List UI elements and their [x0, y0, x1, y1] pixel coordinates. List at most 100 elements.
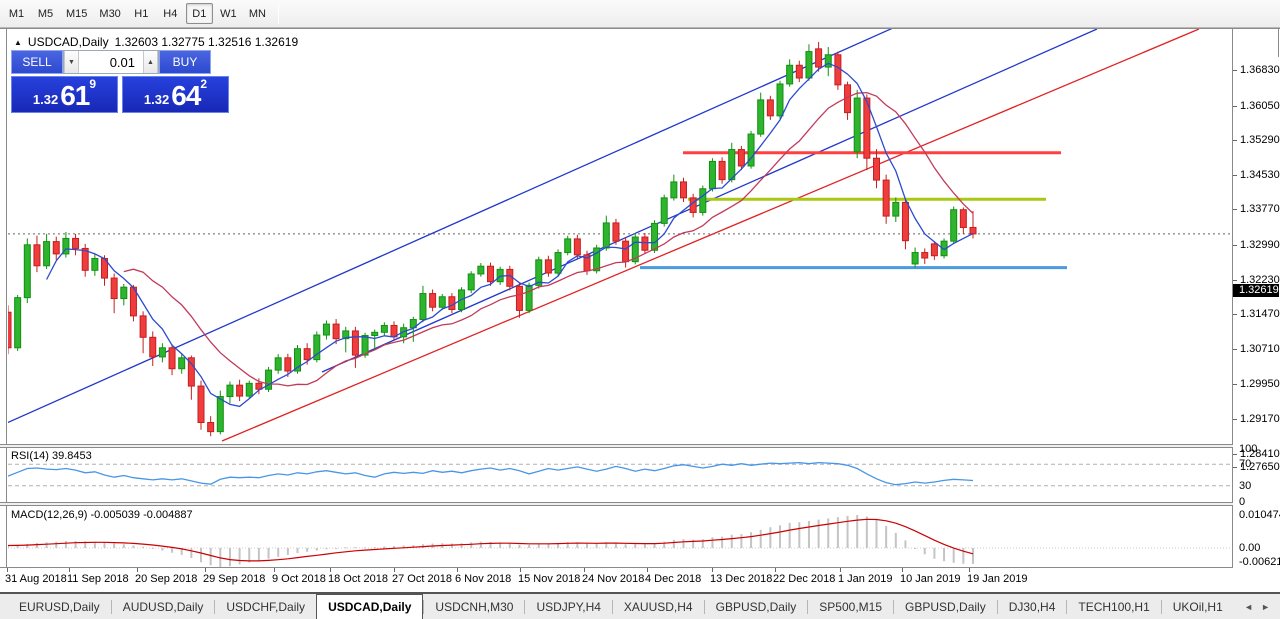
date-axis-label: 29 Sep 2018 [203, 573, 266, 585]
tab-sp500-m15[interactable]: SP500,M15 [819, 599, 883, 614]
date-axis-tick [775, 568, 776, 572]
price-axis-label: 1.29170 [1240, 413, 1280, 426]
macd-label: MACD(12,26,9) -0.005039 -0.004887 [11, 509, 193, 521]
window-top-border [0, 28, 1280, 29]
tab-usdjpy-h4[interactable]: USDJPY,H4 [536, 599, 601, 614]
chart-rsi-splitter[interactable] [0, 444, 1280, 448]
price-axis-tick [1233, 314, 1237, 316]
tab-separator [423, 599, 425, 614]
timeframe-button-h1[interactable]: H1 [134, 7, 149, 20]
symbol-marker-icon[interactable]: ▲ [14, 37, 22, 47]
sell-quote-box[interactable]: 1.32 61 9 [11, 76, 118, 113]
toolbar-separator [277, 3, 279, 24]
date-axis-label: 31 Aug 2018 [5, 573, 67, 585]
buy-quote-box[interactable]: 1.32 64 2 [122, 76, 229, 113]
price-axis-label: 1.32230 [1240, 273, 1280, 286]
tab-audusd-daily[interactable]: AUDUSD,Daily [122, 599, 204, 614]
tab-separator [996, 599, 998, 614]
date-axis-tick [274, 568, 275, 572]
rsi-scale-label: 0 [1239, 496, 1246, 508]
price-axis-tick [1233, 279, 1237, 281]
rsi-panel-canvas[interactable] [8, 448, 1232, 502]
rsi-macd-splitter[interactable] [0, 502, 1280, 506]
tab-separator [611, 599, 613, 614]
sell-price-big: 61 [60, 80, 90, 111]
price-axis-label: 1.27650 [1240, 461, 1280, 473]
buy-price-sup: 2 [200, 77, 208, 91]
tab-scroll-left-icon[interactable]: ◄ [1244, 601, 1254, 612]
tab-scroll-arrows: ◄ ► [1244, 594, 1280, 619]
timeframe-button-m30[interactable]: M30 [99, 7, 121, 20]
tab-tech100-h1[interactable]: TECH100,H1 [1078, 599, 1150, 614]
price-axis-label: 1.28410 [1240, 447, 1280, 460]
price-axis-label: 1.30710 [1240, 342, 1280, 355]
tab-gbpusd-daily[interactable]: GBPUSD,Daily [905, 599, 986, 614]
timeframe-button-m15[interactable]: M15 [66, 7, 88, 20]
rsi-label: RSI(14) 39.8453 [11, 450, 92, 462]
price-axis-label: 1.36830 [1240, 64, 1280, 76]
date-axis-tick [969, 568, 970, 572]
sell-price-sup: 9 [89, 77, 97, 91]
price-axis-label: 1.33770 [1240, 203, 1280, 216]
price-axis-label: 1.29950 [1240, 377, 1280, 390]
tab-scroll-right-icon[interactable]: ► [1261, 601, 1270, 612]
price-axis-tick [1233, 245, 1237, 246]
price-axis-tick [1233, 453, 1237, 455]
buy-price-prefix: 1.32 [143, 92, 170, 107]
tab-usdcnh-m30[interactable]: USDCNH,M30 [435, 599, 514, 614]
timeframe-button-h4[interactable]: H4 [163, 7, 178, 20]
tab-eurusd-daily[interactable]: EURUSD,Daily [19, 599, 100, 614]
tab-separator [214, 599, 216, 614]
price-axis-tick [1233, 467, 1237, 468]
tab-usdchf-daily[interactable]: USDCHF,Daily [226, 599, 306, 614]
date-axis-tick [7, 568, 8, 572]
date-axis-tick [584, 568, 585, 572]
buy-button[interactable]: BUY [159, 50, 211, 74]
date-axis-label: 9 Oct 2018 [272, 573, 326, 585]
volume-value[interactable]: 0.01 [109, 54, 135, 70]
sell-button[interactable]: SELL [11, 50, 63, 74]
tab-ukoil-h1[interactable]: UKOil,H1 [1172, 599, 1223, 614]
timeframe-button-mn[interactable]: MN [248, 7, 266, 20]
timeframe-button-w1[interactable]: W1 [220, 7, 237, 20]
timeframe-toolbar: M1 M5 M15 M30 H1 H4 D1 W1 MN [0, 0, 1280, 28]
volume-increase-icon[interactable]: ▲ [143, 51, 158, 73]
date-axis-label: 6 Nov 2018 [455, 573, 512, 585]
date-axis-label: 22 Dec 2018 [773, 573, 836, 585]
date-axis-tick [137, 568, 138, 572]
tab-separator [703, 599, 705, 614]
date-axis-label: 11 Sep 2018 [67, 573, 129, 585]
chart-title: ▲ USDCAD,Daily 1.32603 1.32775 1.32516 1… [14, 35, 298, 49]
price-axis-tick [1233, 419, 1237, 421]
date-axis-label: 13 Dec 2018 [710, 573, 773, 585]
date-axis-tick [712, 568, 713, 572]
price-axis-label: 1.34530 [1240, 168, 1280, 181]
date-axis-tick [520, 568, 521, 572]
price-axis-tick [1233, 209, 1237, 211]
tab-dj30-h4[interactable]: DJ30,H4 [1008, 599, 1056, 614]
scale-divider [1232, 29, 1233, 590]
tab-separator [893, 599, 895, 614]
date-axis-tick [902, 568, 903, 572]
macd-bottom-border [0, 567, 1280, 568]
price-scale[interactable]: 1.36830 1.36050 1.35290 1.34530 1.33770 1.329… [1233, 57, 1280, 617]
tab-xauusd-h4[interactable]: XAUUSD,H4 [623, 599, 693, 614]
date-axis-label: 4 Dec 2018 [645, 573, 702, 585]
current-price-badge: 1.32619 [1233, 283, 1279, 297]
date-axis[interactable]: 31 Aug 2018 11 Sep 2018 20 Sep 2018 29 Sep … [0, 568, 1280, 590]
tab-usdcad-daily[interactable]: USDCAD,Daily [316, 594, 424, 619]
rsi-scale-label: 70 [1239, 458, 1252, 471]
volume-decrease-icon[interactable]: ▼ [64, 51, 79, 73]
tab-gbpusd-daily[interactable]: GBPUSD,Daily [715, 599, 797, 614]
rsi-scale-label: 30 [1239, 479, 1252, 492]
timeframe-button-m5[interactable]: M5 [37, 7, 54, 20]
one-click-trading-panel: SELL ▼ 0.01 ▲ BUY 1.32 61 9 1.32 64 2 [11, 50, 231, 113]
date-axis-label: 1 Jan 2019 [838, 573, 893, 585]
timeframe-button-m1[interactable]: M1 [8, 7, 25, 20]
rsi-scale-label: 100 [1239, 443, 1258, 455]
timeframe-button-d1[interactable]: D1 [185, 3, 213, 24]
date-axis-label: 19 Jan 2019 [967, 573, 1028, 585]
macd-scale-label: 0.00 [1239, 542, 1261, 554]
date-axis-tick [647, 568, 648, 572]
